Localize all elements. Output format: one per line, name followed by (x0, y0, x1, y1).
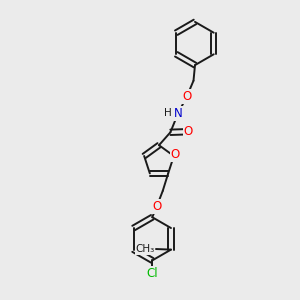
Text: O: O (184, 125, 193, 138)
Text: Cl: Cl (146, 266, 158, 280)
Text: CH₃: CH₃ (135, 244, 154, 254)
Text: N: N (173, 107, 182, 120)
Text: O: O (182, 90, 191, 103)
Text: O: O (152, 200, 161, 213)
Text: O: O (171, 148, 180, 161)
Text: H: H (164, 108, 172, 118)
